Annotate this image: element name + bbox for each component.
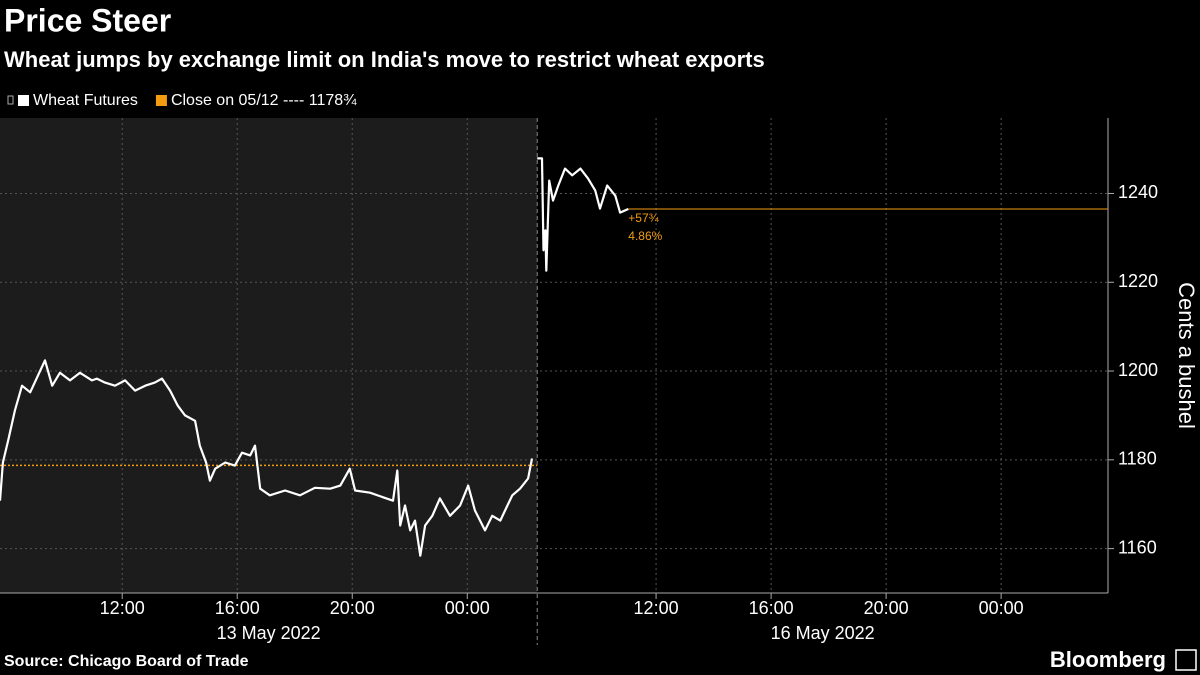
x-tick-label: 00:00 — [445, 598, 490, 618]
legend-marker — [155, 95, 167, 106]
plot: 13 May 2022 16 May 2022 1160 1180 1200 1220 12… — [0, 92, 1199, 645]
session-label: 13 May 2022 — [217, 623, 321, 643]
change-label: +57¾ — [628, 211, 659, 225]
legend-icon — [7, 95, 14, 105]
y-tick-label: 1200 — [1118, 360, 1158, 380]
legend-label: Wheat Futures — [33, 92, 138, 109]
logo-icon — [1175, 649, 1197, 671]
y-tick-label: 1220 — [1118, 271, 1158, 291]
x-tick-label: 12:00 — [100, 598, 145, 618]
y-tick-label: 1240 — [1118, 182, 1158, 202]
series-line — [0, 359, 534, 557]
y-axis-title: Cents a bushel — [1174, 282, 1199, 429]
chart-subtitle: Wheat jumps by exchange limit on India's… — [4, 47, 765, 72]
session-background — [537, 118, 1108, 593]
legend-label: Close on 05/12 ---- 1178¾ — [171, 92, 357, 109]
x-tick-label: 20:00 — [330, 598, 375, 618]
y-tick-label: 1180 — [1118, 449, 1157, 469]
x-tick-label: 16:00 — [749, 598, 794, 618]
x-tick-label: 12:00 — [634, 598, 679, 618]
session-background — [0, 118, 538, 593]
chart-title: Price Steer — [4, 2, 171, 38]
source: Source: Chicago Board of Trade — [4, 653, 249, 670]
session-label: 16 May 2022 — [771, 623, 875, 643]
y-tick-label: 1160 — [1118, 537, 1157, 557]
logo: Bloomberg — [1050, 647, 1166, 672]
legend-marker — [18, 95, 29, 106]
x-tick-label: 16:00 — [215, 598, 260, 618]
pct-change-label: 4.86% — [628, 229, 662, 243]
series-line — [537, 157, 629, 272]
x-tick-label: 20:00 — [864, 598, 909, 618]
x-tick-label: 00:00 — [979, 598, 1024, 618]
